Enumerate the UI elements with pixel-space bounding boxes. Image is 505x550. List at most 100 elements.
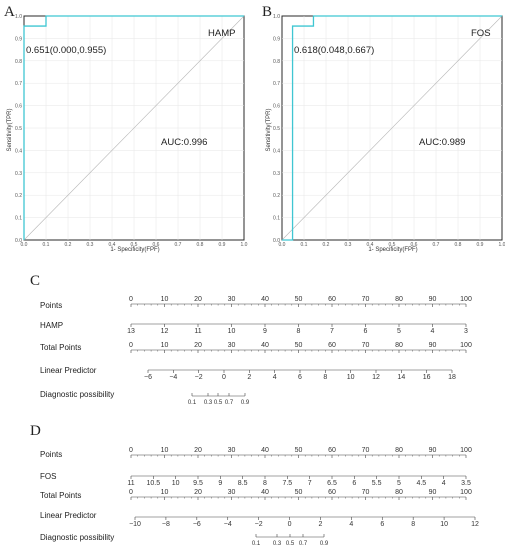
scale-tick-label: 6 <box>298 374 302 381</box>
scale-tick-label: 10 <box>347 374 355 381</box>
scale-tick-label: 0.5 <box>214 400 223 406</box>
y-tick-label: 0.6 <box>15 104 22 110</box>
scale-tick-label: 0 <box>129 296 133 303</box>
scale-tick-label: 0 <box>129 342 133 349</box>
x-tick-label: 0.6 <box>153 242 160 248</box>
scale-tick-label: 90 <box>429 296 437 303</box>
scale-tick-label: −4 <box>224 521 232 528</box>
scale-tick-label: 50 <box>295 489 303 496</box>
scale-tick-label: 30 <box>228 489 236 496</box>
row-label-total-points: Total Points <box>40 491 81 500</box>
scale-tick-label: 2 <box>319 521 323 528</box>
scale-tick-label: 20 <box>194 489 202 496</box>
x-tick-label: 0.3 <box>87 242 94 248</box>
scale-tick-label: 7 <box>308 480 312 487</box>
scale-tick-label: 60 <box>328 447 336 454</box>
scale-tick-label: 0.9 <box>241 400 250 406</box>
scale-tick-label: −2 <box>255 521 263 528</box>
x-tick-label: 0.2 <box>323 242 330 248</box>
scale-tick-label: 90 <box>429 342 437 349</box>
scale-tick-label: 50 <box>295 296 303 303</box>
scale-tick-label: 3 <box>464 328 468 335</box>
scale-tick-label: 0.1 <box>252 541 261 547</box>
scale-tick-label: 40 <box>261 342 269 349</box>
threshold-annotation: 0.618(0.048,0.667) <box>294 45 374 56</box>
scale-tick-label: 16 <box>423 374 431 381</box>
scale-tick-label: 20 <box>194 342 202 349</box>
scale-tick-label: 0.1 <box>188 400 197 406</box>
scale-tick-label: −4 <box>169 374 177 381</box>
scale-tick-label: 8.5 <box>238 480 248 487</box>
panel-letter-d: D <box>30 423 41 439</box>
scale-tick-label: 2 <box>247 374 251 381</box>
x-tick-label: 0.8 <box>197 242 204 248</box>
scale-tick-label: 40 <box>261 489 269 496</box>
scale-tick-label: 6 <box>380 521 384 528</box>
scale-tick-label: 7 <box>330 328 334 335</box>
y-tick-label: 0.3 <box>273 171 280 177</box>
scale-tick-label: 9 <box>218 480 222 487</box>
scale-tick-label: 60 <box>328 489 336 496</box>
y-tick-label: 0.0 <box>15 238 22 244</box>
row-label-linear-predictor: Linear Predictor <box>40 511 97 520</box>
y-tick-label: 0.8 <box>15 59 22 65</box>
scale-tick-label: 13 <box>127 328 135 335</box>
scale-tick-label: 0 <box>288 521 292 528</box>
y-tick-label: 0.4 <box>273 148 280 154</box>
y-tick-label: 0.9 <box>15 36 22 42</box>
scale-tick-label: 50 <box>295 447 303 454</box>
scale-tick-label: 70 <box>362 342 370 349</box>
x-axis-label: 1- Specificity(FPF) <box>110 247 159 253</box>
auc-annotation: AUC:0.989 <box>419 137 465 148</box>
y-tick-label: 0.7 <box>273 81 280 87</box>
scale-tick-label: 7.5 <box>282 480 292 487</box>
y-tick-label: 0.2 <box>273 193 280 199</box>
y-tick-label: 0.5 <box>273 126 280 132</box>
scale-tick-label: −6 <box>193 521 201 528</box>
scale-tick-label: 80 <box>395 342 403 349</box>
scale-tick-label: 5.5 <box>372 480 382 487</box>
scale-tick-label: 5 <box>397 328 401 335</box>
row-label-linear-predictor: Linear Predictor <box>40 366 97 375</box>
scale-tick-label: 18 <box>448 374 456 381</box>
scale-tick-label: 0.9 <box>320 541 329 547</box>
row-label-diagnostic-possibility: Diagnostic possibility <box>40 533 114 542</box>
scale-tick-label: 0 <box>222 374 226 381</box>
scale-tick-label: 3.5 <box>461 480 471 487</box>
roc-curve <box>282 15 502 241</box>
scale-tick-label: 30 <box>228 447 236 454</box>
y-axis-label: Sensitivity(TPR) <box>266 108 272 151</box>
x-tick-label: 0.3 <box>345 242 352 248</box>
x-tick-label: 0.4 <box>109 242 116 248</box>
x-tick-label: 1.0 <box>499 242 505 248</box>
scale-tick-label: 0.7 <box>225 400 234 406</box>
scale-tick-label: 50 <box>295 342 303 349</box>
scale-tick-label: 0.5 <box>286 541 295 547</box>
scale-tick-label: 14 <box>397 374 405 381</box>
scale-tick-label: 100 <box>460 342 472 349</box>
scale-tick-label: 30 <box>228 296 236 303</box>
panel-letter-b: B <box>262 4 272 20</box>
scale-tick-label: 90 <box>429 489 437 496</box>
auc-annotation: AUC:0.996 <box>161 137 207 148</box>
y-tick-label: 0.8 <box>273 59 280 65</box>
y-tick-label: 0.7 <box>15 81 22 87</box>
x-tick-label: 0.7 <box>175 242 182 248</box>
scale-tick-label: 80 <box>395 489 403 496</box>
scale-tick-label: 0.7 <box>299 541 308 547</box>
row-label-predictor: HAMP <box>40 321 63 330</box>
scale-tick-label: −2 <box>195 374 203 381</box>
row-label-total-points: Total Points <box>40 343 81 352</box>
scale-tick-label: 6.5 <box>327 480 337 487</box>
row-label-points: Points <box>40 450 62 459</box>
y-tick-label: 0.3 <box>15 171 22 177</box>
x-tick-label: 0.1 <box>301 242 308 248</box>
scale-tick-label: 80 <box>395 296 403 303</box>
row-label-predictor: FOS <box>40 472 56 481</box>
scale-tick-label: −8 <box>162 521 170 528</box>
x-tick-label: 0.7 <box>433 242 440 248</box>
scale-tick-label: −10 <box>129 521 141 528</box>
roc-chart-hamp: 0.0 0.1 0.2 0.3 0.4 0.5 0.6 0.7 0.8 0.9 1.0 0.0 0.1… <box>7 14 248 253</box>
x-tick-label: 0.4 <box>367 242 374 248</box>
scale-tick-label: 10 <box>172 480 180 487</box>
